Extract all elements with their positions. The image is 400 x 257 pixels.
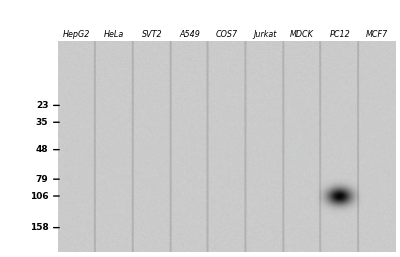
- Text: 158: 158: [30, 223, 48, 232]
- Text: 106: 106: [30, 191, 48, 200]
- Text: SVT2: SVT2: [142, 30, 162, 39]
- Text: 35: 35: [36, 118, 48, 127]
- Text: MCF7: MCF7: [366, 30, 388, 39]
- Text: COS7: COS7: [216, 30, 238, 39]
- Text: 79: 79: [36, 175, 48, 184]
- Text: HepG2: HepG2: [63, 30, 90, 39]
- Text: HeLa: HeLa: [104, 30, 124, 39]
- Text: PC12: PC12: [329, 30, 350, 39]
- Text: MDCK: MDCK: [290, 30, 314, 39]
- Text: 23: 23: [36, 101, 48, 110]
- Text: 48: 48: [36, 145, 48, 154]
- Text: Jurkat: Jurkat: [253, 30, 276, 39]
- Text: A549: A549: [179, 30, 200, 39]
